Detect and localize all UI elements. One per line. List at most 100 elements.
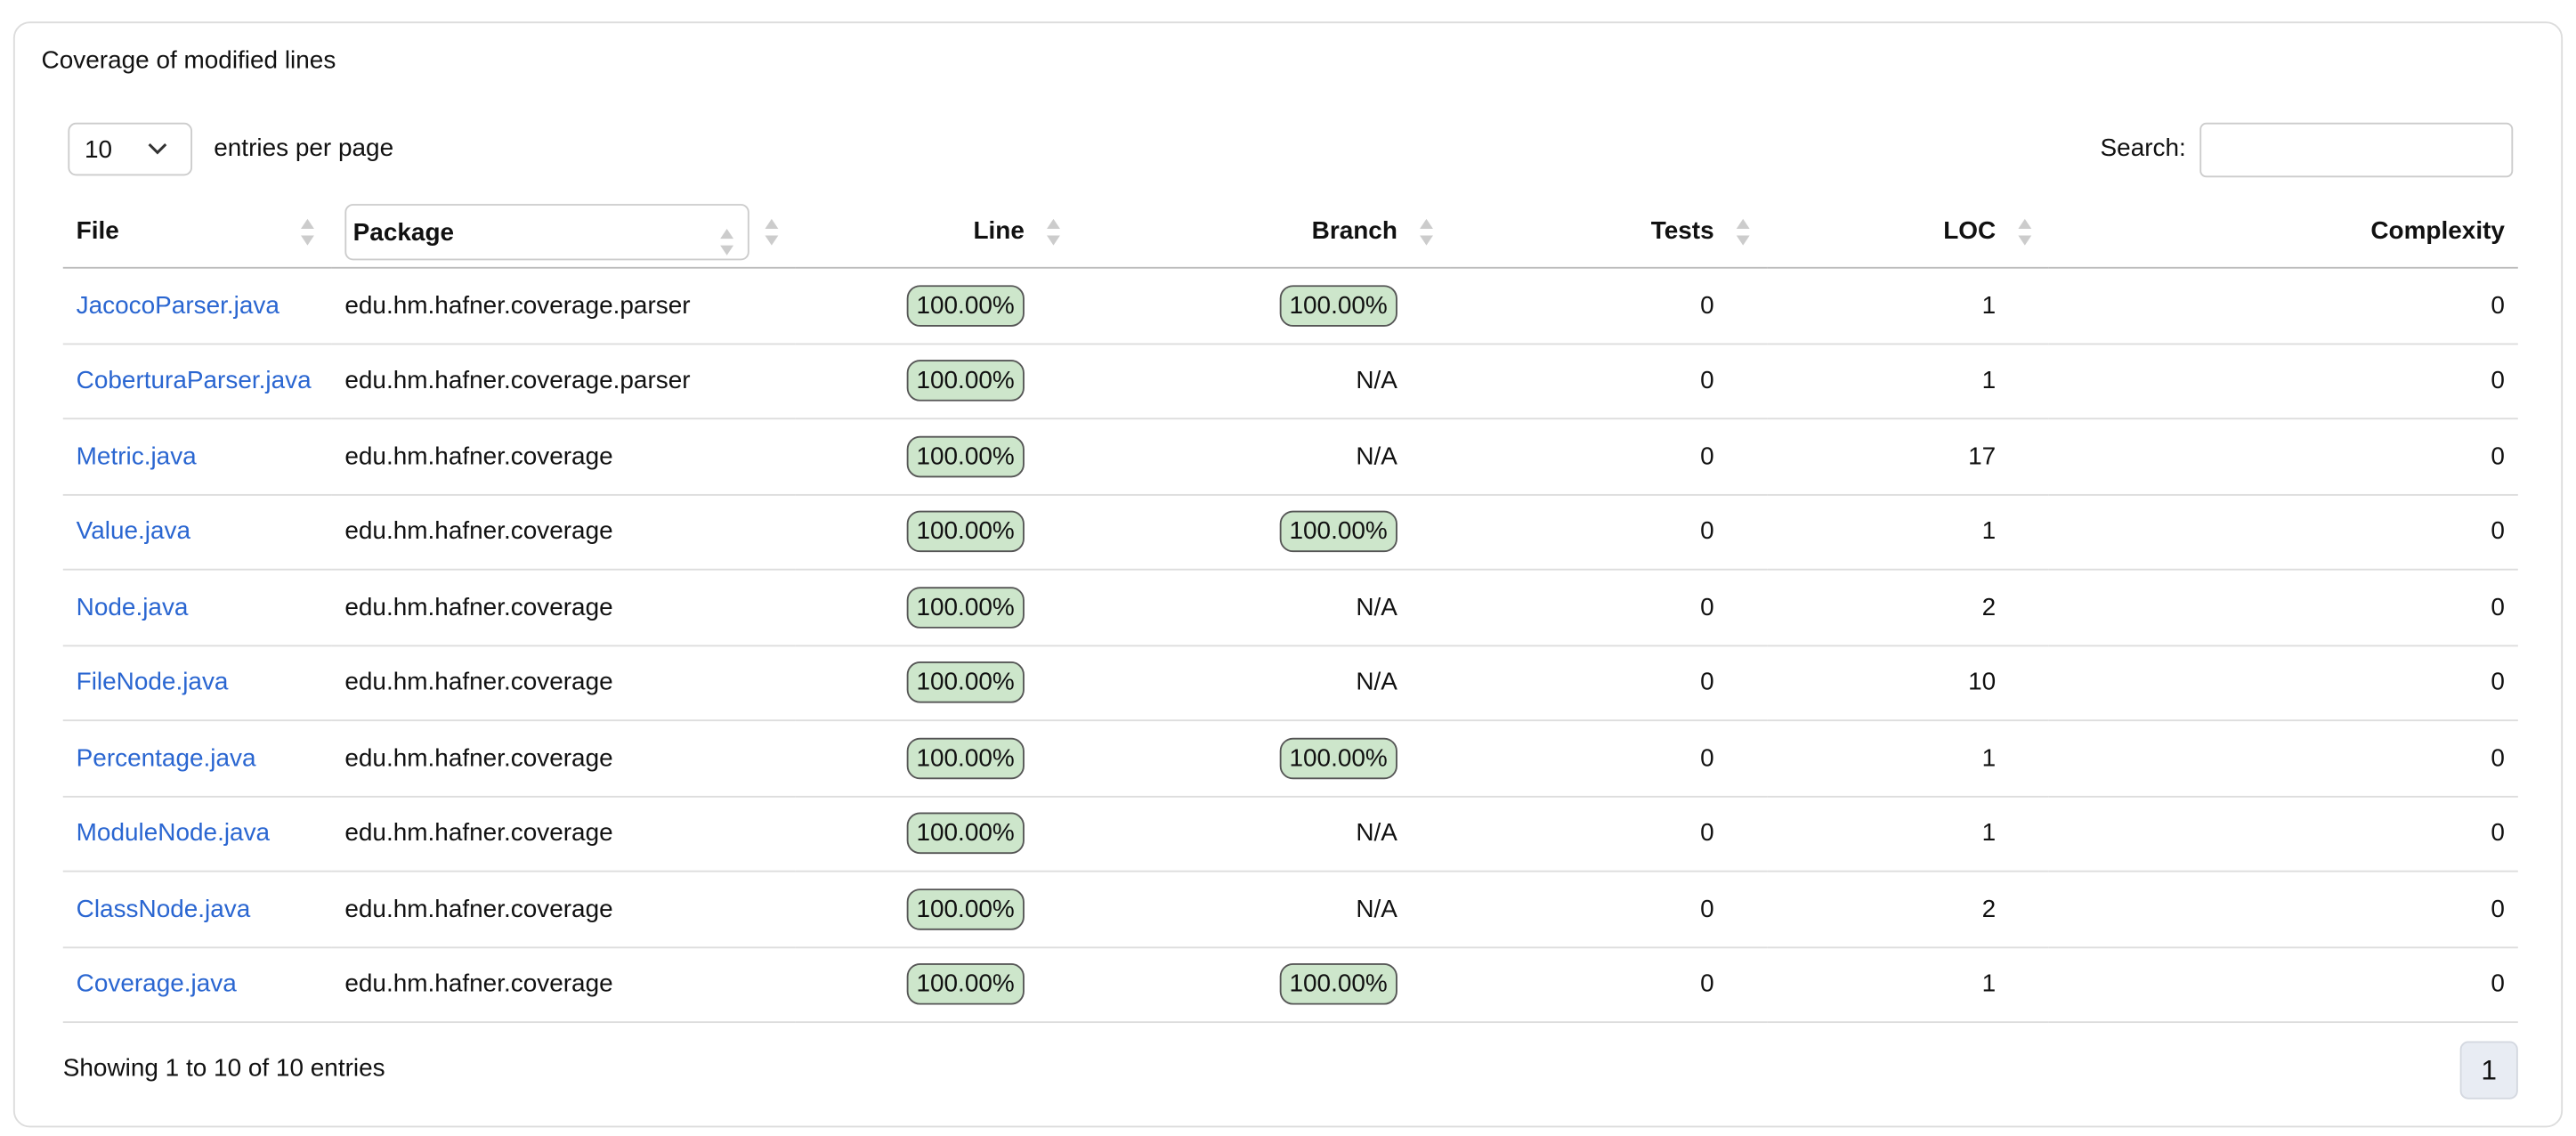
column-header[interactable]: Line [795, 195, 1078, 269]
coverage-badge: 100.00% [1279, 963, 1397, 1006]
table-cell: edu.hm.hafner.coverage [331, 493, 796, 571]
table-cell: edu.hm.hafner.coverage [331, 569, 796, 646]
table-cell: 100.00% [795, 871, 1078, 948]
header-row: File Package Line Branch Tests LOC Complexity [62, 195, 2518, 269]
table-cell: 0 [1450, 645, 1768, 722]
table-cell: 1 [1767, 720, 2049, 797]
table-cell: Node.java [62, 569, 332, 646]
table-row: ModuleNode.java edu.hm.hafner.coverage 100… [62, 795, 2518, 872]
cell-text: N/A [1356, 668, 1397, 697]
cell-text: N/A [1356, 819, 1397, 848]
coverage-badge: 100.00% [906, 511, 1025, 553]
table-cell: 0 [2048, 720, 2518, 797]
table-cell: 100.00% [795, 343, 1078, 420]
cell-text: 2 [1981, 895, 1997, 923]
column-title: Complexity [2370, 216, 2505, 246]
cell-text: N/A [1356, 367, 1397, 395]
cell-text: 0 [1700, 970, 1714, 999]
cell-text: 0 [2491, 593, 2505, 621]
search-input[interactable] [2199, 122, 2514, 178]
cell-text: 1 [1981, 970, 1997, 999]
column-header[interactable]: Complexity [2048, 195, 2518, 269]
table-cell: FileNode.java [62, 645, 332, 722]
table-cell: JacocoParser.java [62, 267, 332, 345]
cell-text: 17 [1968, 442, 1997, 471]
column-header[interactable]: Package [331, 195, 796, 269]
table-cell: 0 [2048, 493, 2518, 571]
search-label: Search: [2100, 134, 2186, 163]
cell-text: 0 [2491, 970, 2505, 999]
table-cell: 0 [2048, 645, 2518, 722]
table-row: JacocoParser.java edu.hm.hafner.coverage.… [62, 267, 2518, 345]
table-cell: 100.00% [795, 569, 1078, 646]
cell-text: 0 [1700, 291, 1714, 320]
page-button[interactable]: 1 [2459, 1041, 2518, 1099]
table-body: JacocoParser.java edu.hm.hafner.coverage.… [62, 267, 2518, 1024]
table-cell: N/A [1077, 569, 1451, 646]
coverage-badge: 100.00% [906, 812, 1025, 855]
column-title: Package [352, 218, 455, 247]
cell-text: edu.hm.hafner.coverage [344, 442, 613, 471]
table-info: Showing 1 to 10 of 10 entries [62, 1054, 385, 1083]
cell-text: 0 [1700, 743, 1714, 773]
file-link[interactable]: Value.java [76, 517, 191, 547]
cell-text: N/A [1356, 442, 1397, 471]
table-cell: 2 [1767, 569, 2049, 646]
column-title: Line [973, 216, 1025, 246]
coverage-badge: 100.00% [906, 360, 1025, 402]
table-cell: 1 [1767, 946, 2049, 1024]
cell-text: 2 [1981, 593, 1997, 621]
cell-text: edu.hm.hafner.coverage [344, 970, 613, 999]
sort-icon [1420, 218, 1433, 246]
cell-text: 0 [2491, 442, 2505, 471]
cell-text: N/A [1356, 593, 1397, 621]
column-header[interactable]: File [62, 195, 332, 269]
file-link[interactable]: FileNode.java [76, 668, 229, 697]
file-link[interactable]: ModuleNode.java [76, 819, 271, 848]
table-cell: 100.00% [795, 946, 1078, 1024]
table-cell: edu.hm.hafner.coverage [331, 720, 796, 797]
column-header[interactable]: LOC [1767, 195, 2049, 269]
table-cell: 0 [1450, 267, 1768, 345]
table-cell: edu.hm.hafner.coverage.parser [331, 343, 796, 420]
coverage-badge: 100.00% [1279, 737, 1397, 779]
table-row: Coverage.java edu.hm.hafner.coverage 100.0… [62, 946, 2518, 1024]
column-header[interactable]: Branch [1077, 195, 1451, 269]
table-cell: 17 [1767, 418, 2049, 495]
file-link[interactable]: ClassNode.java [76, 895, 251, 923]
cell-text: edu.hm.hafner.coverage [344, 895, 613, 923]
table-row: Percentage.java edu.hm.hafner.coverage 100… [62, 720, 2518, 797]
file-link[interactable]: Node.java [76, 593, 189, 621]
table-cell: 100.00% [795, 645, 1078, 722]
table-cell: 0 [1450, 569, 1768, 646]
cell-text: edu.hm.hafner.coverage [344, 819, 613, 848]
cell-text: edu.hm.hafner.coverage [344, 743, 613, 773]
file-link[interactable]: Coverage.java [76, 970, 237, 999]
file-link[interactable]: JacocoParser.java [76, 291, 279, 320]
coverage-badge: 100.00% [906, 284, 1025, 327]
cell-text: edu.hm.hafner.coverage.parser [344, 291, 691, 320]
cell-text: 0 [2491, 367, 2505, 395]
page-size-select[interactable]: 10 [68, 122, 193, 176]
file-link[interactable]: CoberturaParser.java [76, 367, 312, 395]
cell-text: 1 [1981, 743, 1997, 773]
table-cell: 10 [1767, 645, 2049, 722]
coverage-badge: 100.00% [906, 737, 1025, 779]
file-link[interactable]: Metric.java [76, 442, 197, 471]
coverage-badge: 100.00% [906, 435, 1025, 477]
column-title: File [76, 216, 119, 246]
table-cell: 0 [2048, 871, 2518, 948]
coverage-badge: 100.00% [906, 888, 1025, 930]
table-cell: 0 [2048, 267, 2518, 345]
table-cell: 100.00% [795, 493, 1078, 571]
table-cell: 0 [1450, 493, 1768, 571]
table-cell: 0 [1450, 795, 1768, 872]
cell-text: 0 [2491, 895, 2505, 923]
table-cell: 1 [1767, 267, 2049, 345]
column-header[interactable]: Tests [1450, 195, 1768, 269]
column-title: Branch [1311, 216, 1397, 246]
file-link[interactable]: Percentage.java [76, 743, 256, 773]
table-cell: 1 [1767, 795, 2049, 872]
